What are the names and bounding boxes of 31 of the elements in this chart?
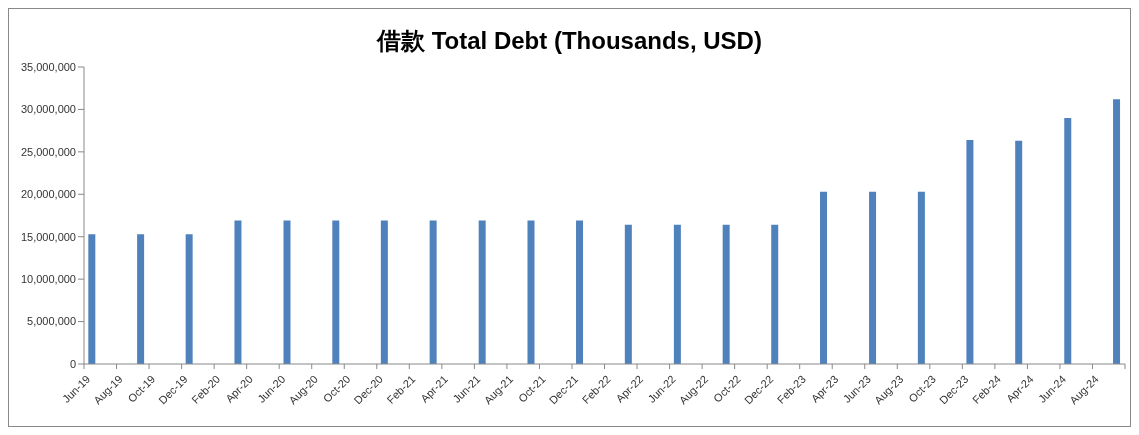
bar: [869, 191, 877, 364]
bar: [917, 191, 925, 364]
y-tick-label: 0: [69, 357, 76, 370]
y-tick-label: 25,000,000: [20, 145, 76, 158]
bar: [283, 220, 291, 364]
y-tick-label: 30,000,000: [20, 103, 76, 116]
bar: [820, 191, 828, 364]
bar: [1113, 99, 1121, 364]
bar: [234, 220, 242, 364]
bar: [185, 234, 193, 364]
bar: [478, 220, 486, 364]
y-tick-label: 35,000,000: [20, 60, 76, 73]
y-tick-label: 5,000,000: [27, 315, 76, 328]
bar: [966, 139, 974, 364]
bar: [88, 234, 96, 364]
bar: [380, 220, 388, 364]
bar: [1064, 117, 1072, 364]
bar: [722, 224, 730, 364]
bar: [429, 220, 437, 364]
bar: [1015, 140, 1023, 364]
bar: [624, 224, 632, 364]
bar: [137, 234, 145, 364]
y-tick-label: 20,000,000: [20, 188, 76, 201]
bar: [576, 220, 584, 364]
y-tick-label: 10,000,000: [20, 273, 76, 286]
chart-title: 借款 Total Debt (Thousands, USD): [375, 26, 763, 56]
bar: [527, 220, 535, 364]
bar: [771, 224, 779, 364]
y-tick-label: 15,000,000: [20, 230, 76, 243]
bar: [673, 224, 681, 364]
bar: [332, 220, 340, 364]
